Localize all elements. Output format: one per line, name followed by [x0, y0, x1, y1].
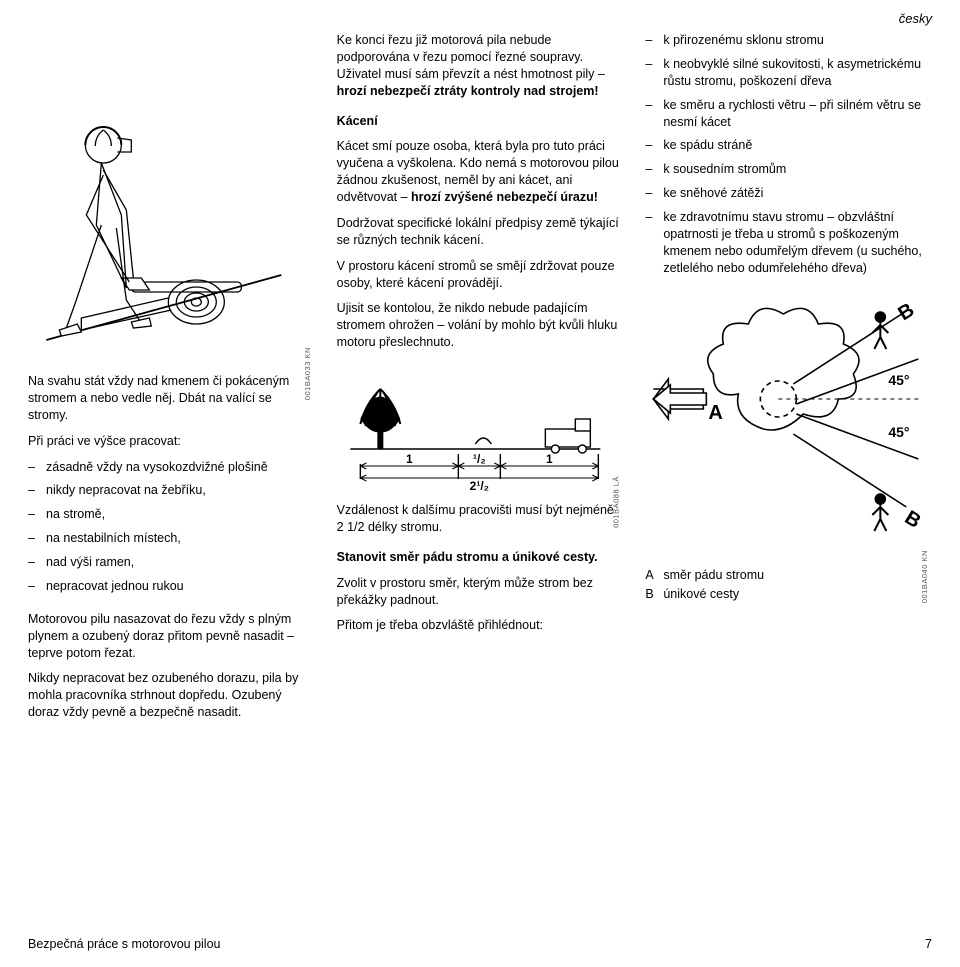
- text-bold: hrozí zvýšené nebezpečí úrazu!: [411, 190, 598, 204]
- label-B2: B: [901, 506, 925, 532]
- col2-p1: Ke konci řezu již motorová pila nebude p…: [337, 32, 624, 100]
- column-1: 001BA033 KN Na svahu stát vždy nad kmene…: [28, 20, 315, 900]
- dim-label: 1: [546, 452, 553, 466]
- text: Ke konci řezu již motorová pila nebude p…: [337, 33, 605, 81]
- figure-ref-1: 001BA033 KN: [303, 347, 313, 400]
- list-item: k neobvyklé silné sukovitosti, k asymetr…: [645, 56, 932, 90]
- list-item: na stromě,: [28, 506, 315, 523]
- language-label: česky: [899, 10, 932, 28]
- page-footer: Bezpečná práce s motorovou pilou 7: [28, 936, 932, 953]
- col1-list: zásadně vždy na vysokozdvižné plošině ni…: [28, 459, 315, 602]
- col2-p2: Kácet smí pouze osoba, která byla pro tu…: [337, 138, 624, 206]
- list-item: na nestabilních místech,: [28, 530, 315, 547]
- dim-label: ¹/₂: [473, 452, 486, 466]
- list-item: ke směru a rychlosti větru – při silném …: [645, 97, 932, 131]
- list-item: nikdy nepracovat na žebříku,: [28, 482, 315, 499]
- col2-p7: Zvolit v prostoru směr, kterým může stro…: [337, 575, 624, 609]
- col2-p3: Dodržovat specifické lokální předpisy ze…: [337, 215, 624, 249]
- col2-p5: Ujisit se kontolou, že nikdo nebude pada…: [337, 300, 624, 351]
- column-2: Ke konci řezu již motorová pila nebude p…: [337, 20, 624, 900]
- label-angle-1: 45°: [889, 372, 910, 388]
- col1-p1: Na svahu stát vždy nad kmenem či pokácen…: [28, 373, 315, 424]
- col2-p6: Vzdálenost k dalšímu pracovišti musí být…: [337, 502, 624, 536]
- legend-text: směr pádu stromu: [663, 567, 764, 584]
- list-item: k přirozenému sklonu stromu: [645, 32, 932, 49]
- col3-list: k přirozenému sklonu stromu k neobvyklé …: [645, 32, 932, 284]
- legend-text: únikové cesty: [663, 586, 739, 603]
- dim-label: 1: [406, 452, 413, 466]
- list-item: ke spádu stráně: [645, 137, 932, 154]
- legend-row: B únikové cesty: [645, 586, 932, 603]
- list-item: k sousedním stromům: [645, 161, 932, 178]
- legend-row: A směr pádu stromu: [645, 567, 932, 584]
- label-B1: B: [895, 299, 919, 325]
- heading-kaceni: Kácení: [337, 113, 624, 130]
- legend: A směr pádu stromu B únikové cesty: [645, 567, 932, 607]
- figure-ref-2: 001BA088 LÄ: [611, 476, 621, 528]
- fig2-svg: 1 ¹/₂ 1 2¹/₂: [337, 364, 624, 494]
- column-3: k přirozenému sklonu stromu k neobvyklé …: [645, 20, 932, 900]
- figure-ref-3: 001BA040 KN: [920, 551, 930, 604]
- list-item: ke zdravotnímu stavu stromu – obzvláštní…: [645, 209, 932, 277]
- legend-key: B: [645, 586, 663, 603]
- label-A: A: [709, 402, 723, 424]
- col1-p2: Při práci ve výšce pracovat:: [28, 433, 315, 450]
- label-angle-2: 45°: [889, 424, 910, 440]
- text-bold: hrozí nebezpečí ztráty kontroly nad stro…: [337, 84, 599, 98]
- list-item: nad výši ramen,: [28, 554, 315, 571]
- list-item: nepracovat jednou rukou: [28, 578, 315, 595]
- list-item: zásadně vždy na vysokozdvižné plošině: [28, 459, 315, 476]
- footer-title: Bezpečná práce s motorovou pilou: [28, 936, 220, 953]
- heading-smer-padu: Stanovit směr pádu stromu a únikové cest…: [337, 549, 624, 566]
- col2-p8: Přitom je třeba obzvláště přihlédnout:: [337, 617, 624, 634]
- col2-p4: V prostoru kácení stromů se smějí zdržov…: [337, 258, 624, 292]
- fig3-svg: A B B 45° 45°: [645, 299, 932, 559]
- content-columns: 001BA033 KN Na svahu stát vždy nad kmene…: [28, 20, 932, 900]
- fig1-svg: [28, 50, 315, 365]
- list-item: ke sněhové zátěži: [645, 185, 932, 202]
- figure-chainsaw-slope: 001BA033 KN: [28, 50, 315, 365]
- legend-key: A: [645, 567, 663, 584]
- dim-label: 2¹/₂: [469, 479, 488, 493]
- col1-p3: Motorovou pilu nasazovat do řezu vždy s …: [28, 611, 315, 662]
- col1-p4: Nikdy nepracovat bez ozubeného dorazu, p…: [28, 670, 315, 721]
- figure-distance: 1 ¹/₂ 1 2¹/₂ 001BA088 LÄ: [337, 364, 624, 494]
- page-number: 7: [925, 936, 932, 953]
- figure-felling-direction: A B B 45° 45° 001BA040 KN: [645, 299, 932, 559]
